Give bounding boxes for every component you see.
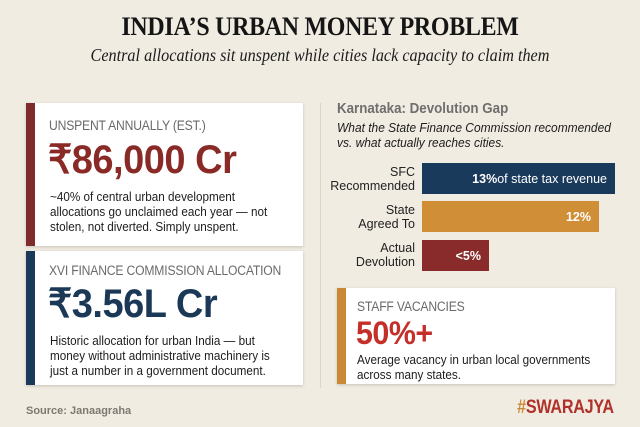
page-subtitle: Central allocations sit unspent while ci… — [90, 45, 550, 65]
card-description: ~40% of central urban development alloca… — [50, 189, 267, 234]
card-value: 50%+ — [356, 315, 433, 351]
desc-line: Average vacancy in urban local governmen… — [357, 352, 591, 367]
desc-line: Historic allocation for urban India — bu… — [50, 333, 255, 348]
card-label: STAFF VACANCIES — [357, 299, 465, 314]
desc-line: across many states. — [357, 367, 462, 382]
bar-actual-devolution: <5% — [422, 240, 489, 271]
card-label: XVI FINANCE COMMISSION ALLOCATION — [49, 263, 282, 278]
bar-sfc-recommended: 13% of state tax revenue — [422, 163, 615, 194]
bar-label-line: SFC — [390, 165, 415, 179]
chart-title: Karnataka: Devolution Gap — [337, 101, 509, 117]
bar-label-actual: Actual Devolution — [315, 241, 415, 271]
desc-line: allocations go unclaimed each year — not — [50, 204, 268, 219]
card-value: ₹86,000 Cr — [48, 138, 237, 182]
bar-label-sfc: SFC Recommended — [315, 165, 415, 195]
card-description: Average vacancy in urban local governmen… — [357, 352, 590, 382]
chart-subtitle-line: What the State Finance Commission recomm… — [337, 120, 611, 135]
chart-subtitle-line: vs. what actually reaches cities. — [337, 135, 505, 150]
card-value: ₹3.56L Cr — [48, 282, 218, 326]
bar-label-line: Devolution — [355, 255, 415, 269]
unspent-annually-card: UNSPENT ANNUALLY (EST.) ₹86,000 Cr ~40% … — [26, 103, 303, 246]
desc-line: just a number in a government document. — [50, 363, 266, 378]
desc-line: money without administrative machinery i… — [50, 348, 270, 363]
card-accent-stripe — [26, 251, 35, 385]
bar-label-line: Actual — [380, 241, 415, 255]
desc-line: ~40% of central urban development — [50, 189, 236, 204]
bar-label-state: State Agreed To — [315, 203, 415, 233]
finance-commission-card: XVI FINANCE COMMISSION ALLOCATION ₹3.56L… — [26, 251, 303, 385]
chart-subtitle: What the State Finance Commission recomm… — [337, 120, 611, 150]
desc-line: stolen, not diverted. Simply unspent. — [50, 219, 239, 234]
bar-value-suffix: of state tax revenue — [497, 171, 607, 186]
bar-label-line: Agreed To — [358, 217, 415, 231]
bar-value: 12% — [565, 209, 591, 224]
bar-state-agreed: 12% — [422, 201, 599, 232]
card-description: Historic allocation for urban India — bu… — [50, 333, 270, 378]
brand-logo: #SWARAJYA — [517, 397, 614, 419]
bar-value: <5% — [455, 248, 481, 263]
bar-label-line: Recommended — [330, 179, 415, 193]
staff-vacancies-card: STAFF VACANCIES 50%+ Average vacancy in … — [337, 288, 615, 384]
bar-label-line: State — [385, 203, 415, 217]
card-label: UNSPENT ANNUALLY (EST.) — [49, 118, 206, 133]
brand-name: SWARAJYA — [525, 397, 614, 418]
bar-value: 13% — [472, 171, 498, 186]
column-divider — [320, 103, 321, 388]
source-credit: Source: Janaagraha — [26, 405, 132, 417]
card-accent-stripe — [337, 288, 346, 384]
card-accent-stripe — [26, 103, 35, 246]
brand-hash: # — [517, 397, 526, 418]
page-title: INDIA’S URBAN MONEY PROBLEM — [121, 12, 519, 41]
